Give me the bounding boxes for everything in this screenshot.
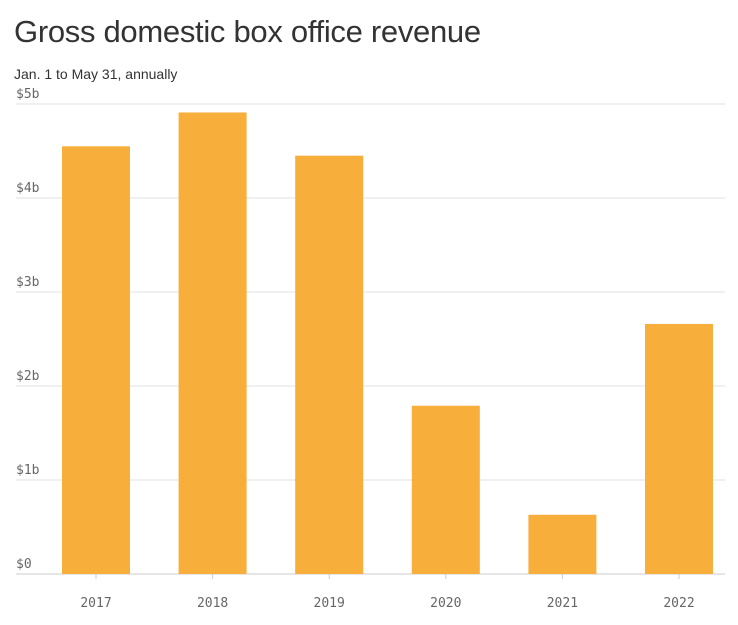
y-axis-ticks: $0 $1b $2b $3b $4b $5b (16, 87, 40, 572)
bar-2018[interactable] (178, 112, 247, 575)
y-tick-label: $1b (16, 463, 40, 478)
bar-2019[interactable] (295, 155, 364, 574)
y-tick-label: $4b (16, 181, 40, 196)
bar-2022[interactable] (645, 323, 713, 574)
gridlines (16, 103, 725, 575)
x-tick-label: 2020 (430, 596, 461, 611)
x-tick-label: 2022 (663, 596, 694, 611)
bar-2021[interactable] (528, 514, 597, 574)
y-tick-label: $2b (16, 369, 40, 384)
bars (62, 112, 713, 575)
x-tick-label: 2019 (314, 596, 345, 611)
x-tick-label: 2018 (197, 596, 228, 611)
bar-2017[interactable] (62, 146, 130, 575)
y-tick-label: $0 (16, 557, 32, 572)
x-axis-ticks: 2017 2018 2019 2020 2021 2022 (80, 574, 695, 611)
x-tick-label: 2017 (80, 596, 111, 611)
chart-title: Gross domestic box office revenue (14, 14, 481, 49)
bar-2020[interactable] (411, 405, 480, 574)
x-tick-label: 2021 (547, 596, 578, 611)
chart-subtitle: Jan. 1 to May 31, annually (14, 66, 178, 82)
y-tick-label: $5b (16, 87, 40, 102)
y-tick-label: $3b (16, 275, 40, 290)
